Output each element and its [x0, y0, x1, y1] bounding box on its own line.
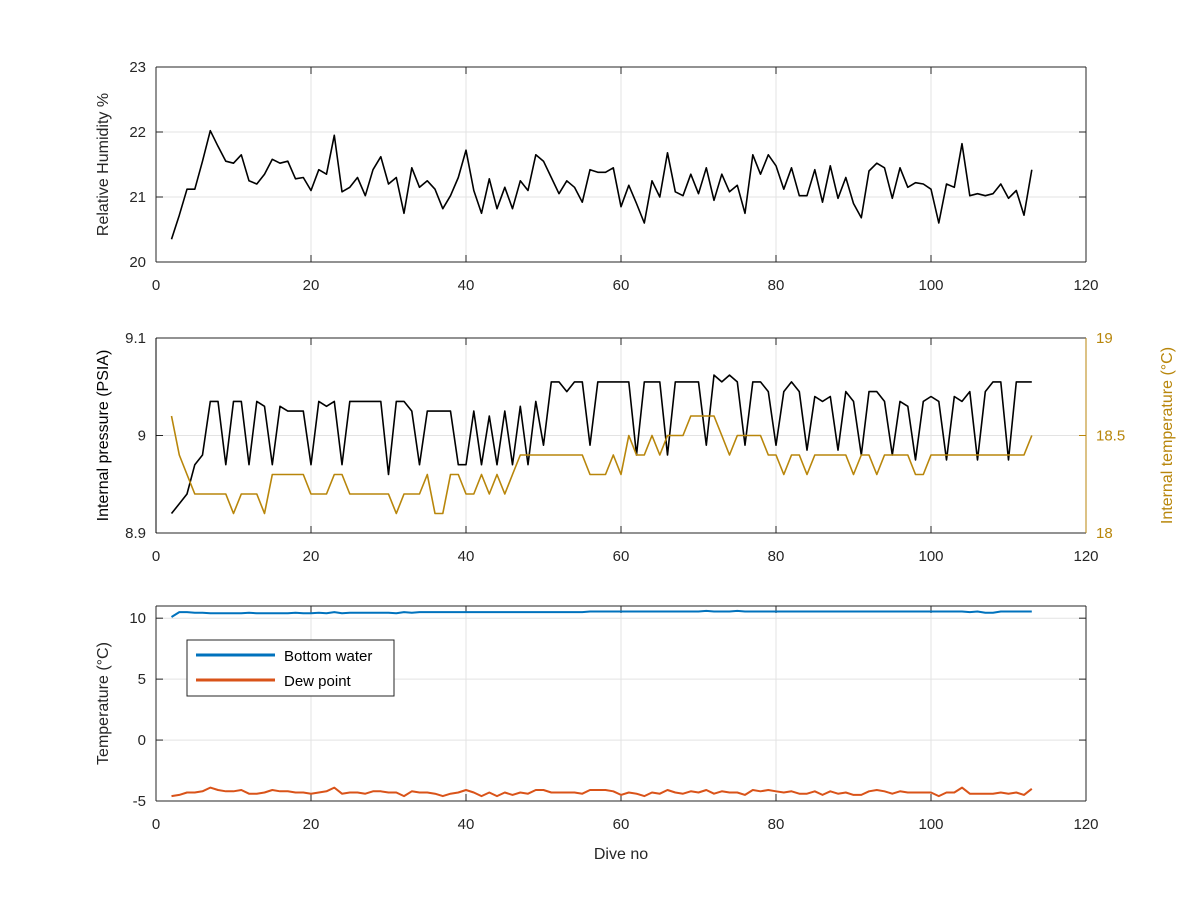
- x-tick-label: 80: [768, 816, 785, 833]
- y-tick-label: 8.9: [125, 525, 146, 542]
- series-line-dew-point: [171, 786, 1033, 798]
- y-right-tick-label: 18: [1096, 525, 1113, 542]
- y-axis-label: Temperature (°C): [95, 642, 112, 765]
- x-tick-label: 100: [918, 816, 943, 833]
- y-tick-label: 22: [129, 124, 146, 141]
- y-axis-label-right: Internal temperature (°C): [1159, 347, 1176, 524]
- x-tick-label: 120: [1073, 548, 1098, 565]
- y-axis-label: Relative Humidity %: [95, 93, 112, 236]
- chart-panel-1: 0 20 40 60 80 100 120 20 21 22 23 Relative Humidity…: [95, 59, 1099, 294]
- x-tick-label: 120: [1073, 816, 1098, 833]
- legend-label-dew-point: Dew point: [284, 673, 352, 690]
- x-tick-label: 60: [613, 277, 630, 294]
- x-tick-label: 0: [152, 816, 160, 833]
- x-tick-label: 0: [152, 548, 160, 565]
- legend: Bottom water Dew point: [186, 639, 395, 697]
- x-tick-label: 80: [768, 277, 785, 294]
- y-tick-label: 5: [138, 671, 146, 688]
- chart-panel-3: 0 20 40 60 80 100 120 -5 0 5 10 Temperature (°C) Div…: [95, 605, 1099, 863]
- y-axis-label: Internal pressure (PSIA): [95, 350, 112, 522]
- x-tick-label: 60: [613, 816, 630, 833]
- y-right-tick-label: 19: [1096, 330, 1113, 347]
- y-tick-label: 9.1: [125, 330, 146, 347]
- x-tick-label: 20: [303, 548, 320, 565]
- x-tick-label: 60: [613, 548, 630, 565]
- y-tick-label: 0: [138, 732, 146, 749]
- y-right-tick-label: 18.5: [1096, 428, 1125, 445]
- x-tick-label: 40: [458, 816, 475, 833]
- y-tick-label: 21: [129, 189, 146, 206]
- y-tick-label: 10: [129, 610, 146, 627]
- legend-box: [186, 639, 395, 697]
- x-axis-label: Dive no: [594, 846, 648, 863]
- x-tick-label: 20: [303, 816, 320, 833]
- x-tick-label: 40: [458, 277, 475, 294]
- x-tick-label: 100: [918, 548, 943, 565]
- series-line-2: [170, 415, 1033, 515]
- x-tick-label: 120: [1073, 277, 1098, 294]
- y-tick-label: 20: [129, 254, 146, 271]
- series-line-1: [170, 374, 1032, 515]
- x-tick-label: 0: [152, 277, 160, 294]
- chart-panel-2: 0 20 40 60 80 100 120 8.9 9 9.1 18 18.5 19 Internal p…: [95, 330, 1176, 565]
- series-line-1: [170, 129, 1033, 240]
- y-tick-label: -5: [133, 793, 146, 810]
- x-tick-label: 100: [918, 277, 943, 294]
- y-tick-label: 9: [138, 428, 146, 445]
- x-tick-label: 40: [458, 548, 475, 565]
- x-tick-label: 20: [303, 277, 320, 294]
- series-line-bottom-water: [170, 609, 1032, 618]
- y-tick-label: 23: [129, 59, 146, 76]
- x-tick-label: 80: [768, 548, 785, 565]
- legend-label-bottom-water: Bottom water: [284, 648, 372, 665]
